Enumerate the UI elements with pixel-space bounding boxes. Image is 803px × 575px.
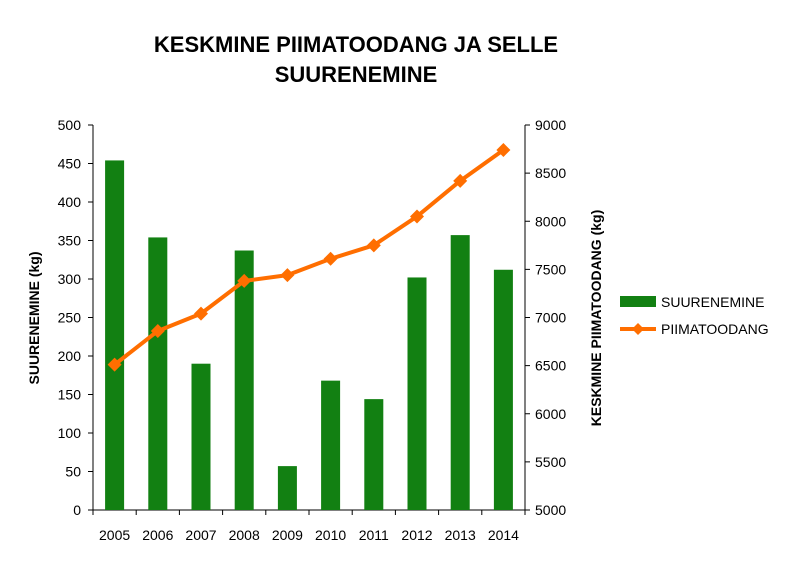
point-piimatoodang [107, 357, 122, 372]
x-tick-label: 2007 [185, 527, 216, 543]
legend: SUURENEMINE PIIMATOODANG [620, 294, 769, 337]
left-tick-label: 350 [58, 233, 82, 249]
bar-suurenemine [191, 363, 211, 510]
left-tick-label: 450 [58, 156, 82, 172]
right-axis-title: KESKMINE PIIMATOODANG (kg) [588, 210, 604, 427]
right-tick-label: 6000 [535, 406, 566, 422]
bar-suurenemine [277, 466, 297, 510]
right-tick-label: 7000 [535, 310, 566, 326]
point-piimatoodang [496, 143, 511, 158]
x-tick-label: 2005 [99, 527, 130, 543]
left-tick-label: 50 [65, 464, 81, 480]
left-tick-label: 0 [73, 502, 81, 518]
point-piimatoodang [150, 323, 165, 338]
chart-title-line-1: KESKMINE PIIMATOODANG JA SELLE [154, 32, 558, 57]
left-tick-label: 300 [58, 271, 82, 287]
left-axis-title: SUURENEMINE (kg) [26, 251, 42, 384]
right-tick-label: 8000 [535, 213, 566, 229]
point-piimatoodang [194, 306, 208, 321]
right-tick-label: 8500 [535, 165, 566, 181]
point-piimatoodang [237, 273, 252, 288]
left-tick-label: 200 [58, 348, 82, 364]
legend-label-piimatoodang: PIIMATOODANG [661, 321, 769, 337]
right-tick-label: 5500 [535, 454, 566, 470]
plot-area: 0 50 100 150 200 250 300 350 400 450 500 5000 5500 60… [58, 117, 567, 543]
bar-suurenemine [234, 250, 254, 510]
line-piimatoodang [113, 148, 505, 367]
legend-label-suurenemine: SUURENEMINE [661, 294, 764, 310]
right-tick-label: 7500 [535, 261, 566, 277]
x-tick-label: 2010 [315, 527, 346, 543]
legend-swatch-suurenemine [620, 296, 656, 307]
point-piimatoodang [323, 251, 338, 266]
x-tick-label: 2006 [142, 527, 173, 543]
left-tick-label: 250 [58, 310, 82, 326]
x-tick-label: 2014 [488, 527, 519, 543]
right-tick-label: 9000 [535, 117, 566, 133]
bar-suurenemine [148, 237, 168, 511]
right-tick-label: 5000 [535, 502, 566, 518]
left-tick-label: 100 [58, 425, 82, 441]
bar-suurenemine [407, 277, 427, 510]
point-piimatoodang [410, 209, 424, 224]
point-piimatoodang [280, 268, 295, 283]
point-piimatoodang [453, 173, 468, 188]
point-piimatoodang [366, 238, 381, 253]
bar-suurenemine [321, 380, 341, 510]
x-tick-label: 2013 [445, 527, 476, 543]
bar-suurenemine [493, 269, 513, 510]
legend-marker-piimatoodang [632, 323, 644, 335]
left-tick-label: 500 [58, 117, 82, 133]
right-tick-label: 6500 [535, 358, 566, 374]
x-tick-label: 2012 [401, 527, 432, 543]
chart-title-line-2: SUURENEMINE [275, 62, 438, 87]
bar-suurenemine [364, 399, 384, 510]
x-tick-label: 2008 [229, 527, 260, 543]
left-tick-label: 150 [58, 387, 82, 403]
x-tick-label: 2009 [272, 527, 303, 543]
bar-suurenemine [105, 160, 125, 511]
left-tick-label: 400 [58, 194, 82, 210]
x-tick-label: 2011 [359, 527, 389, 543]
bar-suurenemine [450, 235, 470, 511]
